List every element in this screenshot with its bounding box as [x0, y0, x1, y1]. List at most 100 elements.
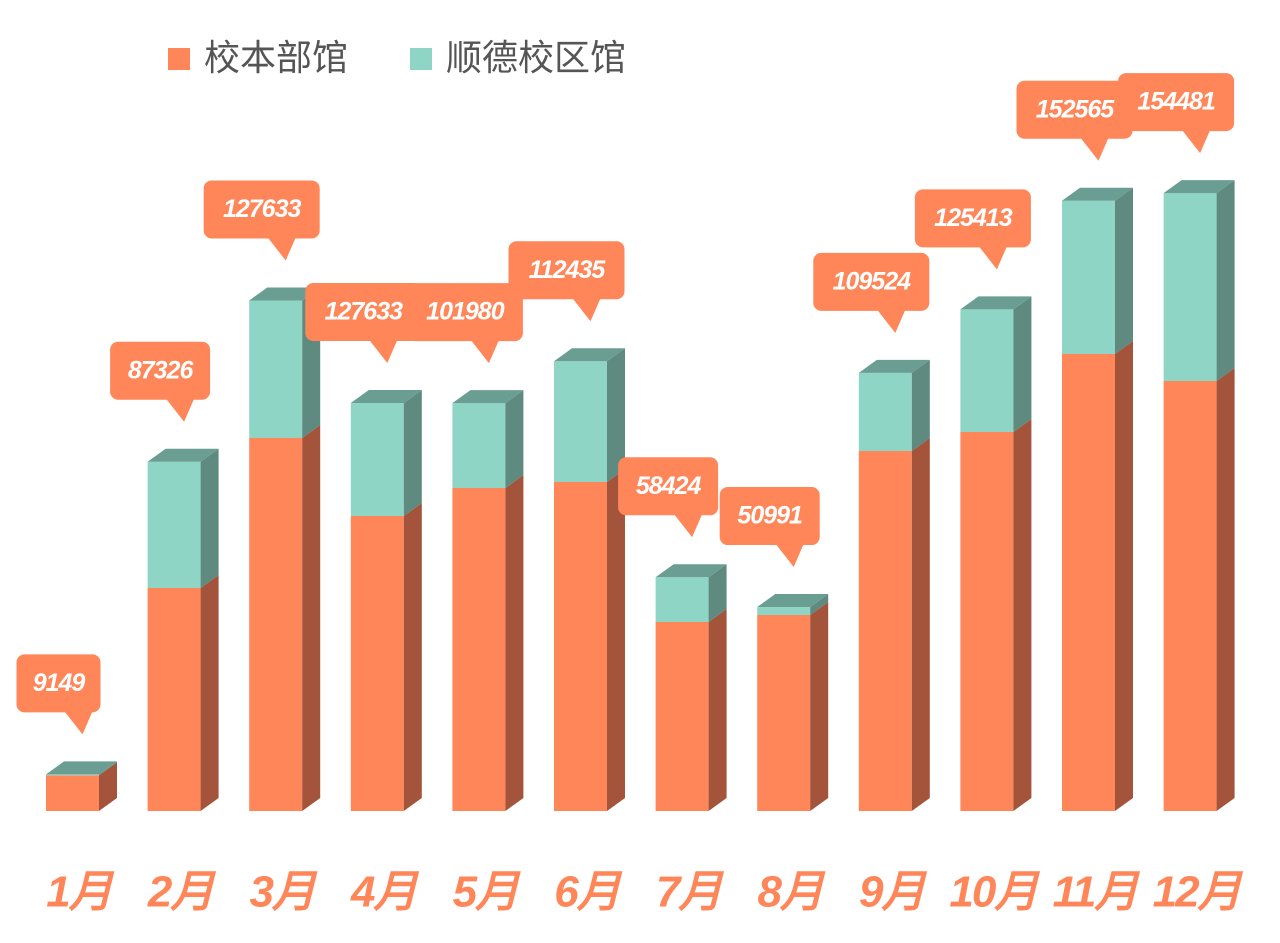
bar-side [505, 390, 524, 488]
callout [305, 283, 422, 341]
bar-top [1163, 180, 1235, 194]
bar-side [607, 348, 625, 482]
legend-swatch [168, 48, 190, 70]
bar-segment [46, 775, 99, 811]
bar-segment [1163, 193, 1217, 381]
x-tick-label: 5月 [453, 868, 521, 917]
bar-segment [960, 432, 1014, 811]
bar-side [708, 609, 727, 811]
bar-top [858, 359, 930, 373]
callout-tail [1080, 137, 1109, 161]
legend-swatch [410, 48, 432, 70]
callout [1118, 73, 1235, 132]
bar-segment [757, 607, 811, 615]
x-tick-label: 6月 [554, 868, 622, 917]
bar-segment [452, 488, 506, 811]
value-label: 58424 [636, 472, 702, 500]
bar-top [554, 348, 625, 362]
callout [914, 189, 1031, 248]
x-tick-label: 4月 [350, 868, 419, 917]
bar-segment [858, 451, 912, 811]
x-tick-label: 8月 [757, 868, 825, 917]
callout-tail [674, 514, 703, 538]
bar-segment [554, 361, 607, 482]
callout-tail [572, 298, 601, 322]
bar-segment [249, 300, 303, 438]
bar-segment [554, 482, 607, 811]
callout-tail [877, 309, 906, 333]
callout [16, 654, 101, 713]
value-label: 9149 [33, 669, 86, 697]
bar-segment [1163, 381, 1217, 811]
bar-segment [46, 774, 99, 776]
value-label: 87326 [128, 356, 195, 384]
x-tick-label: 11月 [1053, 868, 1141, 917]
bar-side [810, 594, 829, 615]
bar-side [1216, 368, 1235, 811]
value-label: 127633 [325, 298, 404, 326]
value-label: 50991 [737, 502, 802, 530]
value-label: 127633 [223, 195, 302, 223]
bar-segment [960, 309, 1014, 432]
bar-side [708, 564, 727, 622]
bar-top [46, 761, 117, 775]
x-tick-label: 7月 [656, 868, 724, 917]
callout-tail [267, 237, 296, 261]
bar-side [505, 475, 524, 811]
bar-side [99, 761, 117, 776]
value-label: 101980 [426, 298, 505, 326]
bar-side [1216, 180, 1235, 381]
bar-segment [350, 403, 404, 516]
bar-side [1013, 296, 1032, 432]
value-label: 112435 [529, 256, 607, 284]
bar-side [200, 575, 219, 811]
bar-segment [655, 622, 709, 811]
value-label: 154481 [1137, 88, 1215, 116]
callout [203, 180, 320, 239]
bar-top [147, 448, 219, 462]
value-label: 125413 [934, 204, 1013, 232]
bar-segment [249, 438, 303, 811]
value-label: 109524 [833, 268, 912, 296]
bar-side [1115, 187, 1133, 354]
bar-side [200, 448, 219, 588]
callout [618, 457, 719, 516]
x-tick-label: 12月 [1153, 868, 1244, 917]
bar-segment [1062, 354, 1115, 811]
callout [110, 341, 211, 400]
bar-segment [452, 403, 506, 488]
bar-top [757, 594, 829, 608]
bar-side [302, 425, 321, 811]
bar-side [810, 602, 829, 811]
bar-side [911, 359, 930, 451]
bar-top [249, 287, 321, 301]
callout [813, 252, 930, 311]
legend-label: 校本部馆 [204, 38, 348, 79]
x-tick-label: 2月 [147, 868, 216, 917]
callout [406, 283, 523, 342]
bar-top [452, 390, 524, 404]
bar-segment [350, 516, 404, 811]
bar-segment [147, 461, 201, 588]
callout-tail [775, 544, 804, 568]
callout-tail [470, 340, 499, 364]
x-tick-label: 1月 [46, 868, 114, 917]
callout-tail [64, 711, 93, 735]
bar-side [607, 469, 625, 811]
callout [719, 487, 820, 546]
bar-side [99, 762, 117, 811]
bar-segment [858, 372, 912, 451]
x-tick-label: 3月 [249, 868, 317, 917]
bar-top [1062, 187, 1133, 201]
callout [508, 241, 625, 300]
x-tick-label: 10月 [949, 868, 1040, 917]
callout-tail [369, 340, 398, 363]
callout-tail [1182, 130, 1211, 154]
callout-tail [978, 246, 1007, 270]
value-label: 152565 [1036, 95, 1116, 123]
bar-top [655, 564, 727, 578]
x-tick-label: 9月 [859, 868, 927, 917]
bar-segment [757, 615, 811, 811]
bar-segment [1062, 200, 1115, 354]
